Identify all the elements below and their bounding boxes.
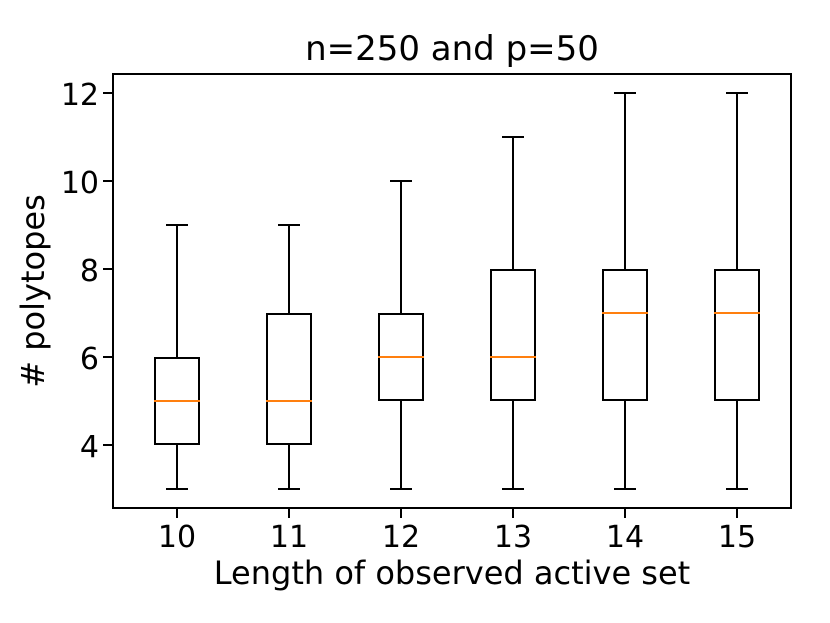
x-tick-mark [512, 509, 514, 518]
upper-whisker-line [512, 136, 514, 269]
upper-whisker-line [400, 180, 402, 313]
lower-whisker-line [736, 401, 738, 490]
box-median-line [714, 311, 760, 315]
lower-whisker-line [400, 401, 402, 490]
lower-whisker-line [624, 401, 626, 490]
box-body [602, 268, 648, 402]
y-tick-label: 8 [79, 253, 99, 289]
x-tick-label: 12 [381, 520, 421, 555]
lower-whisker-cap [614, 488, 636, 491]
x-tick-mark [736, 509, 738, 518]
x-tick-mark [400, 509, 402, 518]
y-tick-mark [103, 179, 112, 182]
lower-whisker-cap [166, 488, 188, 491]
box-median-line [378, 355, 424, 359]
upper-whisker-line [288, 224, 290, 314]
lower-whisker-cap [278, 488, 300, 491]
x-tick-label: 13 [493, 520, 533, 555]
box-median-line [154, 399, 200, 403]
x-tick-mark [624, 509, 626, 518]
plot-area [112, 73, 792, 509]
lower-whisker-line [512, 401, 514, 490]
upper-whisker-line [624, 92, 626, 269]
x-tick-label: 15 [717, 520, 757, 555]
y-tick-label: 12 [60, 77, 99, 113]
upper-whisker-cap [726, 91, 748, 94]
lower-whisker-cap [726, 488, 748, 491]
x-tick-mark [288, 509, 290, 518]
chart-title: n=250 and p=50 [305, 29, 599, 69]
lower-whisker-cap [502, 488, 524, 491]
y-tick-mark [103, 356, 112, 359]
x-tick-mark [176, 509, 178, 518]
upper-whisker-cap [614, 91, 636, 94]
upper-whisker-line [736, 92, 738, 269]
upper-whisker-line [176, 224, 178, 358]
y-tick-label: 10 [60, 165, 99, 201]
upper-whisker-cap [390, 179, 412, 182]
upper-whisker-cap [502, 135, 524, 138]
y-tick-mark [103, 444, 112, 447]
box-median-line [266, 399, 312, 403]
x-tick-label: 14 [605, 520, 645, 555]
y-tick-mark [103, 91, 112, 94]
box-median-line [490, 355, 536, 359]
x-tick-label: 11 [269, 520, 309, 555]
y-tick-label: 6 [79, 342, 99, 378]
lower-whisker-line [288, 445, 290, 490]
y-axis-label: # polytopes [14, 194, 52, 388]
lower-whisker-line [176, 445, 178, 490]
lower-whisker-cap [390, 488, 412, 491]
box-median-line [602, 311, 648, 315]
upper-whisker-cap [166, 223, 188, 226]
box-body [490, 268, 536, 402]
x-tick-label: 10 [157, 520, 197, 555]
upper-whisker-cap [278, 223, 300, 226]
y-tick-label: 4 [79, 430, 99, 466]
y-tick-mark [103, 267, 112, 270]
x-axis-label: Length of observed active set [213, 554, 691, 592]
box-body [714, 268, 760, 402]
box-body [266, 313, 312, 446]
